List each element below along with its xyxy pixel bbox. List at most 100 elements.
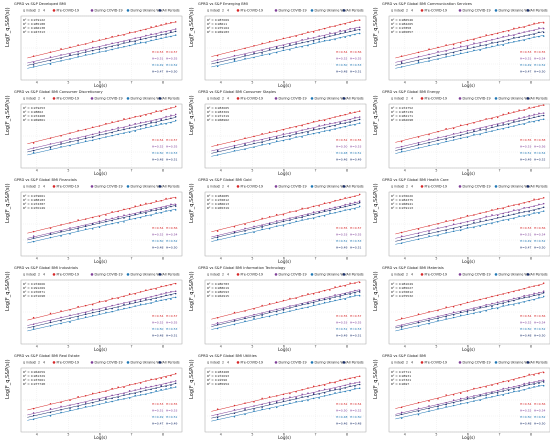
data-point xyxy=(542,206,545,209)
x-tick-label: 8 xyxy=(530,81,532,85)
hurst-annotation: H=0.52 xyxy=(534,415,546,419)
data-point xyxy=(329,298,331,300)
data-point xyxy=(253,52,255,55)
r2-annotation: R² = 0.962098 xyxy=(391,118,413,122)
data-point xyxy=(91,49,94,52)
legend-marker xyxy=(236,185,240,188)
data-point xyxy=(496,392,499,394)
data-point xyxy=(485,46,487,49)
hurst-annotation: H=0.49 xyxy=(152,63,164,67)
data-point xyxy=(437,50,439,53)
legend-marker xyxy=(526,185,530,188)
data-point xyxy=(496,294,499,297)
legend-label: During COVID-19 xyxy=(463,273,491,277)
data-point xyxy=(459,222,462,225)
data-point xyxy=(301,400,303,402)
hurst-annotation: H=0.51 xyxy=(166,334,178,338)
data-point xyxy=(528,373,530,376)
data-point xyxy=(479,127,481,130)
data-point xyxy=(117,297,119,300)
data-point xyxy=(318,124,320,127)
r2-annotation: R² = 0.981329 xyxy=(23,374,45,378)
data-point xyxy=(507,123,510,126)
series xyxy=(211,201,361,239)
data-point xyxy=(282,49,285,52)
x-tick-label: 8 xyxy=(530,433,532,437)
data-point xyxy=(354,29,356,31)
legend-marker xyxy=(342,361,346,364)
data-point xyxy=(307,44,309,47)
data-point xyxy=(295,397,297,400)
data-point xyxy=(339,32,341,35)
data-point xyxy=(155,297,157,300)
data-point xyxy=(233,49,236,52)
data-point xyxy=(289,138,291,141)
legend-label: All Periods xyxy=(531,9,548,13)
data-point xyxy=(417,143,420,146)
data-point xyxy=(507,211,510,214)
hurst-annotation: H=0.54 xyxy=(152,314,164,318)
data-point xyxy=(358,375,361,378)
x-tick-label: 4 xyxy=(404,433,406,437)
data-point xyxy=(507,205,510,207)
data-point xyxy=(329,122,331,125)
data-point xyxy=(485,386,487,388)
data-point xyxy=(323,392,326,394)
data-point xyxy=(334,381,336,384)
data-point xyxy=(542,381,545,383)
data-point xyxy=(513,36,515,39)
hurst-annotation: H=0.52 xyxy=(336,57,348,61)
hurst-annotation: H=0.56 xyxy=(534,314,546,318)
data-point xyxy=(244,137,246,139)
data-point xyxy=(170,197,172,200)
data-point xyxy=(513,290,515,293)
data-point xyxy=(507,300,510,303)
data-point xyxy=(528,381,530,384)
x-tick-label: 4 xyxy=(36,81,38,85)
legend-q-value: 2 xyxy=(38,273,40,277)
data-point xyxy=(91,303,94,306)
data-point xyxy=(496,43,499,46)
data-point xyxy=(123,302,125,304)
x-tick-label: 4 xyxy=(404,169,406,173)
data-point xyxy=(307,122,309,125)
r2-annotation: R² = 0.964059 xyxy=(23,370,45,374)
legend-label: During Ukraine War xyxy=(499,273,532,277)
data-point xyxy=(533,374,535,376)
hurst-annotation: H=0.49 xyxy=(152,415,164,419)
data-point xyxy=(155,389,157,392)
legend-label: All Periods xyxy=(347,97,364,101)
data-point xyxy=(542,385,545,387)
data-point xyxy=(111,48,113,51)
data-point xyxy=(139,36,142,39)
data-point xyxy=(344,387,346,389)
data-point xyxy=(117,47,119,49)
data-point xyxy=(123,398,125,400)
hurst-annotation: H=0.56 xyxy=(534,145,546,149)
data-point xyxy=(518,390,520,392)
data-point xyxy=(244,142,246,145)
data-point xyxy=(160,285,162,288)
data-point xyxy=(233,404,236,407)
legend-marker xyxy=(458,97,462,100)
data-point xyxy=(528,37,530,40)
data-point xyxy=(289,222,291,225)
data-point xyxy=(165,376,167,378)
hurst-annotation: H=0.56 xyxy=(350,50,362,54)
data-point xyxy=(268,396,271,398)
data-point xyxy=(174,372,177,375)
hurst-annotation: H=0.50 xyxy=(152,327,164,331)
legend-marker xyxy=(126,273,130,276)
data-point xyxy=(98,308,101,310)
data-point xyxy=(542,27,545,30)
data-point xyxy=(358,122,361,124)
data-point xyxy=(400,411,403,414)
data-point xyxy=(533,292,535,294)
data-point xyxy=(170,203,172,206)
x-tick-label: 8 xyxy=(162,169,164,173)
series xyxy=(395,291,545,329)
panel-plot: q index-2 2 4 Pre-COVID-19 During COVID-19 Du… xyxy=(204,9,367,85)
data-point xyxy=(233,416,236,418)
data-point xyxy=(244,53,246,56)
data-point xyxy=(318,303,320,305)
